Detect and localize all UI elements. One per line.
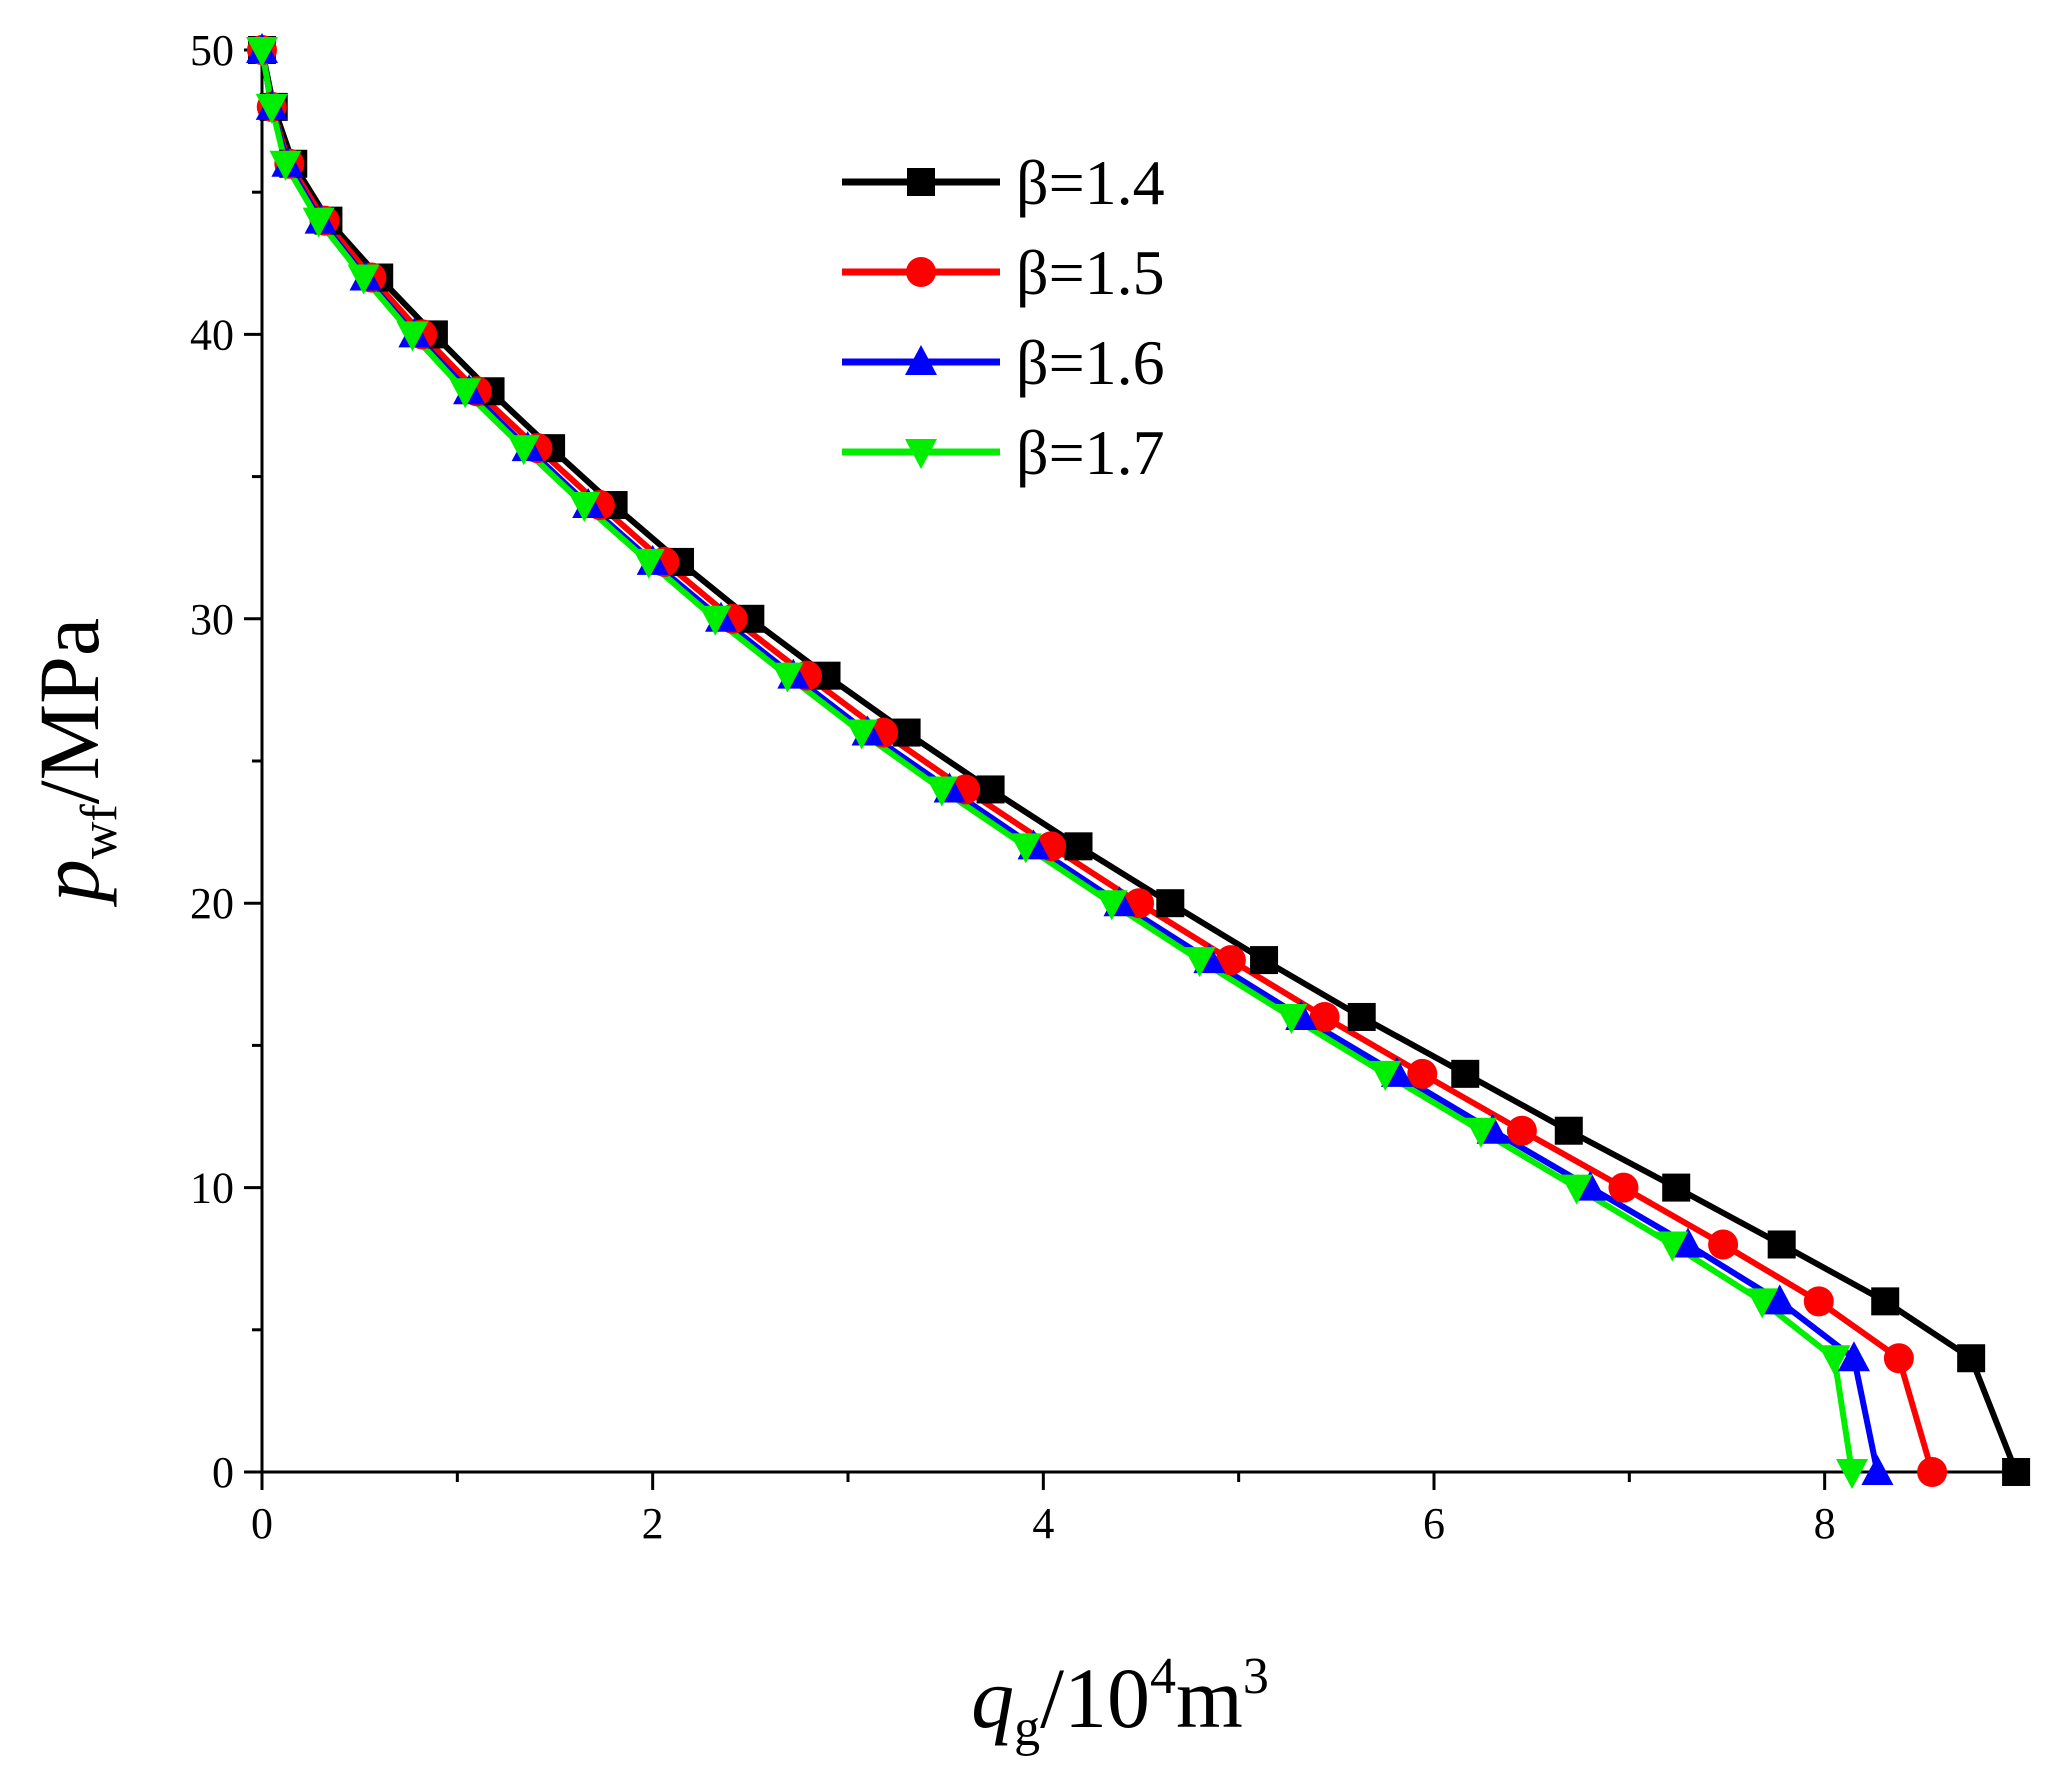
- legend-label: β=1.4: [1016, 147, 1165, 218]
- data-point: [1836, 1459, 1869, 1489]
- y-tick-label: 20: [190, 879, 234, 928]
- data-point: [449, 378, 482, 409]
- data-point: [1883, 1343, 1914, 1374]
- legend-label: β=1.5: [1016, 237, 1165, 308]
- y-tick-label: 30: [190, 595, 234, 644]
- data-point: [1407, 1058, 1438, 1089]
- y-tick-label: 10: [190, 1164, 234, 1213]
- data-point: [1560, 1174, 1593, 1205]
- x-tick-label: 2: [642, 1499, 664, 1548]
- y-tick-label: 50: [190, 26, 234, 75]
- y-tick-label: 40: [190, 310, 234, 359]
- x-tick-label: 4: [1032, 1499, 1054, 1548]
- data-point: [1309, 1001, 1340, 1032]
- data-point: [1803, 1286, 1834, 1317]
- data-point: [1837, 1341, 1870, 1372]
- series-markers: [246, 33, 2031, 1489]
- data-point: [347, 264, 380, 295]
- data-point: [2002, 1458, 2031, 1486]
- x-tick-label: 0: [251, 1499, 273, 1548]
- data-point: [568, 492, 601, 523]
- data-point: [1818, 1345, 1851, 1376]
- data-point: [1156, 889, 1185, 918]
- data-point: [1767, 1230, 1796, 1259]
- data-point: [925, 776, 958, 807]
- data-point: [1095, 890, 1128, 921]
- y-tick-label: 0: [212, 1448, 234, 1497]
- data-point: [1746, 1288, 1779, 1319]
- data-point: [1554, 1116, 1583, 1145]
- data-point: [1957, 1344, 1986, 1373]
- data-point: [1064, 832, 1093, 861]
- y-axis-title: pwf/MPa: [21, 618, 128, 908]
- data-point: [1183, 947, 1216, 978]
- legend-label: β=1.7: [1016, 417, 1165, 488]
- legend-label: β=1.6: [1016, 327, 1165, 398]
- data-point: [507, 435, 540, 466]
- data-point: [1451, 1059, 1480, 1088]
- data-point: [1369, 1060, 1402, 1091]
- data-point: [302, 207, 335, 238]
- data-point: [396, 321, 429, 352]
- data-point: [255, 93, 288, 124]
- data-point: [1250, 946, 1279, 975]
- data-point: [269, 150, 302, 181]
- data-point: [1861, 1455, 1894, 1485]
- data-point: [1871, 1287, 1900, 1316]
- data-point: [1662, 1173, 1691, 1202]
- legend-marker: [905, 439, 937, 469]
- data-point: [771, 662, 804, 693]
- data-point: [1671, 1227, 1704, 1258]
- legend-marker: [907, 168, 935, 196]
- data-point: [699, 605, 732, 636]
- data-point: [1009, 833, 1042, 864]
- legend: β=1.4 β=1.5 β=1.6 β=1.7: [842, 147, 1165, 488]
- data-point: [976, 775, 1005, 804]
- data-point: [1656, 1231, 1689, 1262]
- data-point: [1763, 1284, 1796, 1315]
- x-axis-title: qg/104m3: [971, 1648, 1269, 1757]
- data-point: [845, 719, 878, 750]
- x-tick-label: 6: [1423, 1499, 1445, 1548]
- data-point: [1608, 1172, 1639, 1203]
- data-point: [1506, 1115, 1537, 1146]
- legend-marker: [905, 345, 937, 375]
- data-point: [246, 37, 278, 67]
- x-tick-label: 8: [1814, 1499, 1836, 1548]
- tick-labels: 0 2 4 6 8 0 10 20 30 40 50: [190, 26, 1836, 1548]
- data-point: [1275, 1003, 1308, 1034]
- data-point: [1464, 1117, 1497, 1148]
- data-point: [1347, 1002, 1376, 1031]
- data-point: [1708, 1229, 1739, 1260]
- legend-marker: [906, 257, 936, 287]
- data-point: [1215, 945, 1246, 976]
- data-point: [1917, 1457, 1948, 1487]
- data-point: [632, 548, 665, 579]
